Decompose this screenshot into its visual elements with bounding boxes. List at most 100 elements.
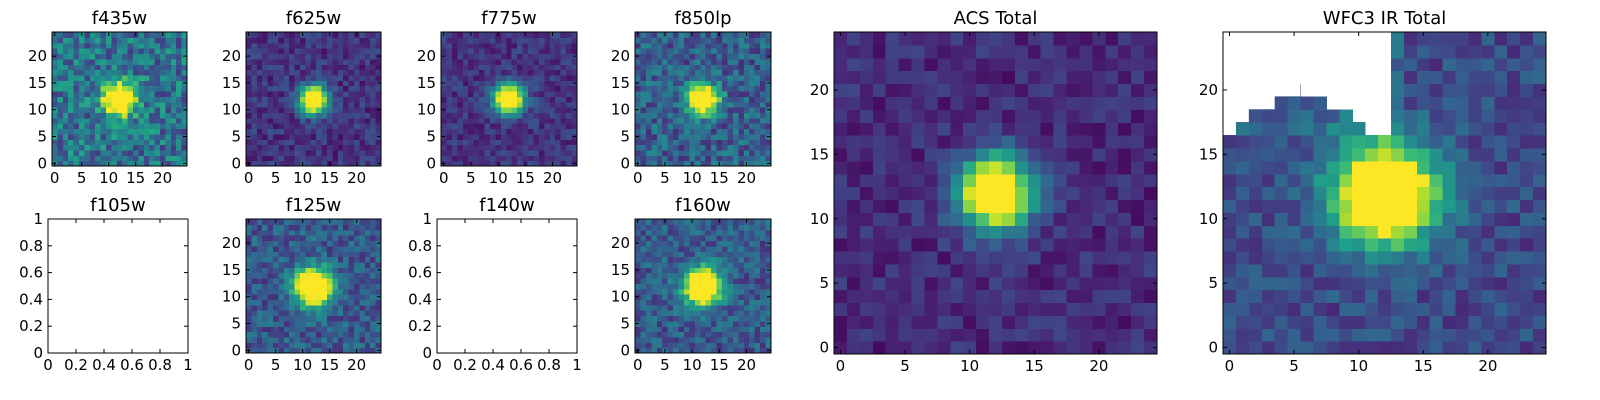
pixel-cell [859, 109, 874, 123]
pixel-cell [176, 74, 183, 81]
pixel-cell [160, 58, 166, 65]
pixel-cell [1066, 96, 1081, 110]
pixel-cell [656, 320, 663, 327]
pixel-cell [316, 96, 323, 103]
pixel-cell [62, 96, 69, 103]
pixel-cell [1429, 263, 1444, 278]
pixel-cell [106, 123, 112, 130]
pixel-cell [332, 160, 339, 167]
pixel-cell [251, 235, 258, 242]
pixel-cell [154, 74, 161, 81]
pixel-cell [760, 64, 767, 71]
x-tick-label: 10 [293, 169, 312, 187]
pixel-cell [538, 139, 545, 146]
pixel-cell [348, 315, 355, 322]
pixel-cell [337, 251, 344, 258]
pixel-cell [1507, 122, 1521, 136]
pixel-cell [375, 283, 382, 290]
pixel-cell [327, 80, 333, 87]
pixel-cell [273, 310, 279, 317]
pixel-cell [332, 251, 339, 258]
pixel-cell [100, 64, 107, 71]
pixel-cell [149, 112, 156, 119]
pixel-cell [716, 90, 723, 97]
pixel-cell [544, 117, 551, 124]
pixel-cell [662, 96, 669, 103]
pixel-cell [683, 96, 690, 103]
pixel-cell [294, 224, 301, 231]
pixel-cell [1079, 44, 1093, 59]
pixel-cell [267, 342, 274, 349]
pixel-cell [149, 80, 156, 87]
pixel-cell [1014, 70, 1029, 85]
pixel-cell [133, 123, 139, 130]
pixel-cell [1378, 315, 1392, 329]
pixel-cell [489, 37, 496, 44]
pixel-cell [451, 85, 458, 92]
pixel-cell [446, 37, 453, 44]
pixel-cell [283, 245, 290, 252]
pixel-cell [1507, 57, 1521, 72]
pixel-cell [1533, 315, 1547, 329]
pixel-cell [711, 283, 718, 290]
pixel-cell [321, 283, 328, 290]
pixel-cell [544, 139, 551, 146]
pixel-cell [278, 336, 285, 343]
pixel-cell [1390, 315, 1405, 329]
pixel-cell [348, 288, 355, 295]
pixel-cell [68, 48, 75, 55]
x-tick-label: 0.8 [537, 356, 561, 374]
pixel-cell [711, 112, 718, 119]
pixel-cell [332, 133, 339, 140]
pixel-cell [1300, 147, 1315, 162]
pixel-cell [446, 107, 453, 113]
pixel-cell [489, 160, 496, 167]
pixel-cell [165, 107, 172, 113]
x-tick-label: 5 [271, 169, 281, 187]
pixel-cell [1001, 173, 1016, 188]
pixel-cell [950, 122, 964, 136]
pixel-cell [354, 342, 360, 349]
pixel-cell [673, 123, 680, 130]
pixel-cell [289, 283, 296, 290]
pixel-cell [1326, 122, 1340, 136]
pixel-cell [694, 326, 701, 333]
pixel-cell [278, 288, 285, 295]
pixel-cell [273, 336, 279, 343]
pixel-cell [1313, 250, 1327, 265]
pixel-cell [111, 133, 118, 140]
pixel-cell [1507, 341, 1521, 355]
pixel-cell [765, 128, 772, 135]
pixel-cell [310, 133, 317, 140]
pixel-cell [989, 83, 1003, 97]
pixel-cell [473, 32, 480, 38]
pixel-cell [1442, 70, 1457, 85]
x-tick-label: 15 [516, 169, 535, 187]
pixel-cell [468, 58, 475, 65]
pixel-cell [722, 133, 729, 140]
pixel-cell [1040, 263, 1055, 278]
pixel-cell [294, 299, 301, 306]
pixel-cell [316, 294, 323, 300]
pixel-cell [327, 224, 333, 231]
pixel-cell [451, 53, 458, 60]
pixel-cell [1352, 263, 1366, 278]
pixel-cell [462, 90, 469, 97]
pixel-cell [1390, 250, 1405, 265]
pixel-cell [489, 117, 496, 124]
pixel-cell [656, 336, 663, 343]
pixel-cell [348, 96, 355, 103]
pixel-cell [533, 64, 540, 71]
pixel-cell [100, 160, 107, 167]
pixel-cell [462, 69, 469, 76]
pixel-cell [538, 133, 545, 140]
pixel-cell [262, 85, 269, 92]
pixel-cell [555, 85, 562, 92]
pixel-cell [500, 48, 507, 55]
pixel-cell [170, 128, 177, 135]
pixel-cell [337, 245, 344, 252]
pixel-cell [116, 74, 123, 81]
pixel-cell [656, 128, 663, 135]
pixel-cell [256, 69, 263, 76]
pixel-cell [468, 53, 475, 60]
